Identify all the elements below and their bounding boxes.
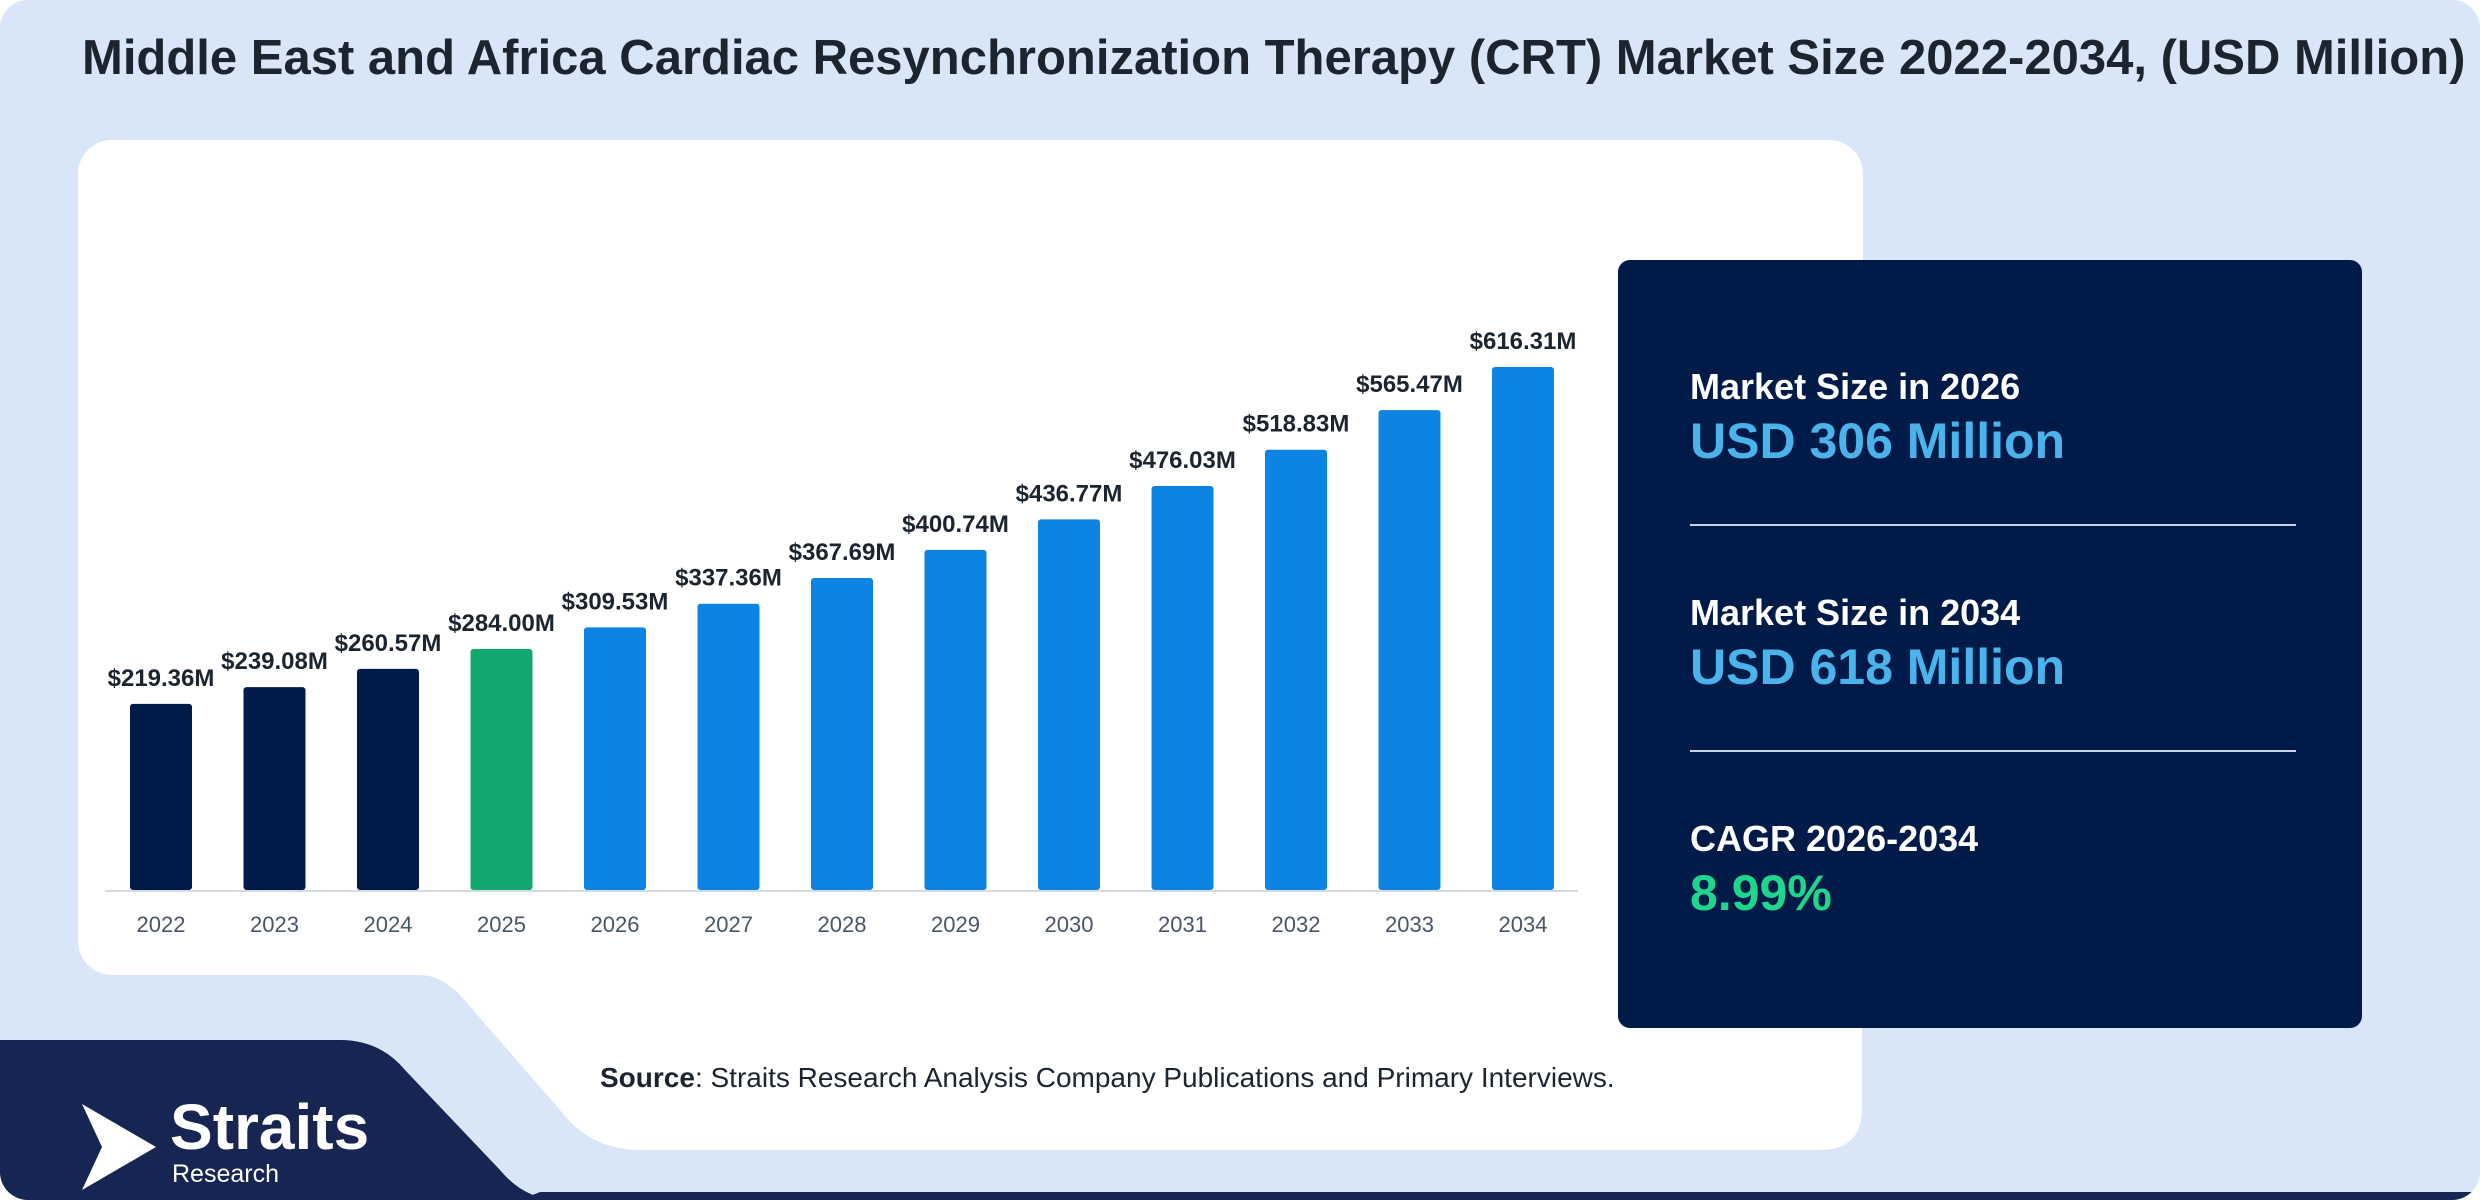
bar-2029: [924, 549, 987, 890]
bar-value-label: $400.74M: [902, 511, 1009, 538]
x-tick-label: 2034: [1499, 912, 1548, 937]
bar-2027: [697, 603, 760, 890]
bar-2026: [584, 627, 646, 890]
bar-2028: [811, 577, 873, 890]
stats-divider: [1690, 750, 2296, 752]
bar-2024: [357, 668, 419, 890]
bar-2031: [1151, 486, 1214, 890]
bar-value-label: $239.08M: [221, 648, 328, 675]
x-tick-label: 2023: [250, 912, 299, 937]
x-tick-label: 2032: [1272, 912, 1321, 937]
page-title: Middle East and Africa Cardiac Resynchro…: [82, 31, 2466, 85]
bar-value-label: $337.36M: [675, 565, 782, 592]
x-tick-label: 2022: [137, 912, 186, 937]
stat-value: 8.99%: [1690, 865, 1832, 921]
x-tick-label: 2025: [477, 912, 526, 937]
logo-subtitle: Research: [172, 1160, 279, 1188]
x-tick-label: 2033: [1385, 912, 1434, 937]
x-tick-label: 2026: [591, 912, 640, 937]
bar-value-label: $309.53M: [562, 588, 669, 615]
bar-value-label: $518.83M: [1243, 411, 1350, 438]
stats-panel: Market Size in 2026 USD 306 Million Mark…: [1618, 260, 2362, 1028]
stat-label: Market Size in 2034: [1690, 592, 2021, 633]
x-tick-label: 2024: [364, 912, 413, 937]
bar-value-label: $436.77M: [1016, 480, 1123, 507]
bar-2023: [243, 687, 306, 890]
source-note: Source: Straits Research Analysis Compan…: [600, 1062, 1615, 1094]
bar-value-label: $260.57M: [335, 630, 442, 657]
bar-2030: [1038, 519, 1100, 890]
straits-logo: Straits Research: [78, 1091, 398, 1193]
stat-label: Market Size in 2026: [1690, 366, 2021, 407]
stat-market-size-2026: Market Size in 2026 USD 306 Million: [1690, 366, 2065, 470]
bar-value-label: $476.03M: [1129, 447, 1236, 474]
bar-value-label: $565.47M: [1356, 371, 1463, 398]
bar-2022: [130, 703, 192, 890]
bar-value-label: $367.69M: [789, 539, 896, 566]
logo-arrow-icon: [82, 1104, 156, 1190]
bar-2025: [470, 648, 533, 890]
x-tick-label: 2031: [1158, 912, 1207, 937]
x-tick-label: 2030: [1045, 912, 1094, 937]
stat-cagr: CAGR 2026-2034 8.99%: [1690, 818, 1978, 922]
source-label: Source: [600, 1062, 695, 1093]
logo-name: Straits: [170, 1091, 370, 1163]
stat-label: CAGR 2026-2034: [1690, 818, 1979, 859]
bar-2034: [1492, 367, 1554, 890]
source-text: : Straits Research Analysis Company Publ…: [694, 1062, 1615, 1093]
stat-value: USD 306 Million: [1690, 413, 2066, 469]
stat-market-size-2034: Market Size in 2034 USD 618 Million: [1690, 592, 2065, 696]
stats-divider: [1690, 524, 2296, 526]
bar-value-label: $616.31M: [1470, 328, 1577, 355]
x-tick-label: 2029: [931, 912, 980, 937]
bar-value-label: $284.00M: [448, 610, 555, 637]
bar-2032: [1265, 449, 1327, 890]
x-tick-label: 2028: [818, 912, 867, 937]
stat-value: USD 618 Million: [1690, 639, 2066, 695]
bar-value-label: $219.36M: [108, 665, 215, 692]
bar-2033: [1378, 410, 1441, 890]
x-tick-label: 2027: [704, 912, 753, 937]
